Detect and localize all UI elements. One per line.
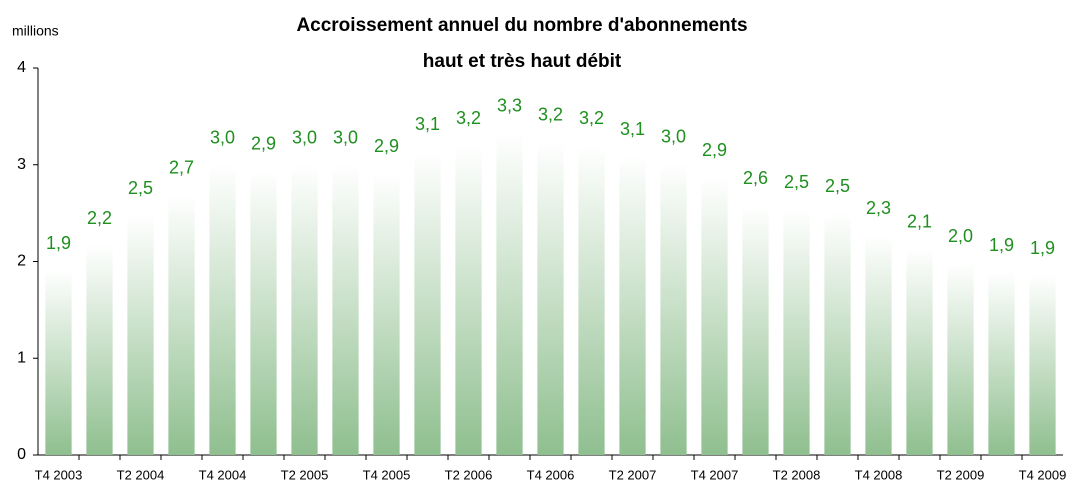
bar [824,213,851,455]
bar [660,163,687,455]
value-label: 2,3 [866,198,891,218]
bar [455,145,482,455]
value-label: 2,1 [907,212,932,232]
value-label: 3,0 [292,128,317,148]
y-tick-label: 0 [17,446,26,463]
x-tick-label: T2 2006 [445,467,493,482]
bar [127,215,154,455]
value-label: 2,5 [128,178,153,198]
bar [291,164,318,455]
value-label: 3,0 [333,128,358,148]
bar [209,164,236,455]
x-tick-label: T2 2005 [281,467,329,482]
x-tick-label: T2 2004 [117,467,165,482]
y-tick-label: 3 [17,156,26,173]
bar [45,270,72,455]
value-label: 1,9 [989,235,1014,255]
x-tick-label: T2 2007 [609,467,657,482]
bar [86,245,113,455]
bar [168,194,195,455]
bar [783,209,810,455]
bar [332,164,359,455]
x-tick-label: T4 2008 [855,467,903,482]
x-tick-label: T4 2004 [199,467,247,482]
bar [988,272,1015,455]
bar [947,263,974,455]
y-axis-label: millions [12,23,59,39]
bar [373,173,400,455]
bar [906,248,933,455]
bar [414,151,441,455]
y-tick-label: 2 [17,253,26,270]
value-label: 1,9 [46,233,71,253]
chart-title: Accroissement annuel du nombre d'abonnem… [296,15,747,36]
value-label: 2,5 [825,176,850,196]
bar [496,132,523,455]
x-tick-label: T4 2007 [691,467,739,482]
bar [742,205,769,455]
value-label: 2,0 [948,226,973,246]
x-tick-label: T4 2006 [527,467,575,482]
x-tick-label: T2 2008 [773,467,821,482]
bar [537,141,564,455]
x-tick-label: T2 2009 [937,467,985,482]
bar [250,170,277,455]
value-label: 2,7 [169,157,194,177]
value-label: 3,0 [210,128,235,148]
y-tick-label: 1 [17,349,26,366]
value-label: 2,9 [702,140,727,160]
bar [1029,275,1056,455]
value-label: 3,2 [579,108,604,128]
bar [865,235,892,455]
x-tick-label: T4 2003 [35,467,83,482]
value-label: 2,6 [743,168,768,188]
y-tick-label: 4 [17,59,26,76]
value-label: 2,2 [87,208,112,228]
value-label: 2,9 [251,133,276,153]
value-label: 3,1 [415,114,440,134]
value-label: 3,3 [497,96,522,116]
chart-title: haut et très haut débit [423,51,622,72]
value-label: 3,2 [538,104,563,124]
x-tick-label: T4 2009 [1019,467,1067,482]
value-label: 3,1 [620,119,645,139]
x-tick-label: T4 2005 [363,467,411,482]
value-label: 2,5 [784,172,809,192]
value-label: 1,9 [1030,238,1055,258]
bar [619,156,646,456]
bar [578,145,605,455]
value-label: 2,9 [374,136,399,156]
bar [701,177,728,455]
value-label: 3,2 [456,108,481,128]
value-label: 3,0 [661,127,686,147]
